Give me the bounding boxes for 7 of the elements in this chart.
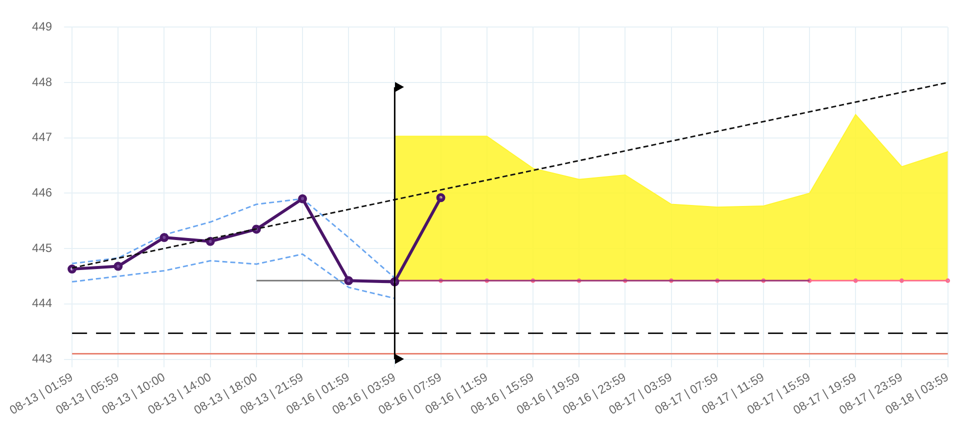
y-tick-label: 447 bbox=[32, 130, 52, 144]
y-tick-label: 444 bbox=[32, 296, 52, 310]
y-tick-label: 443 bbox=[32, 352, 52, 366]
y-tick-label: 449 bbox=[32, 20, 52, 34]
y-tick-label: 445 bbox=[32, 240, 52, 255]
y-tick-label: 446 bbox=[32, 186, 52, 200]
y-tick-label: 448 bbox=[32, 74, 52, 89]
